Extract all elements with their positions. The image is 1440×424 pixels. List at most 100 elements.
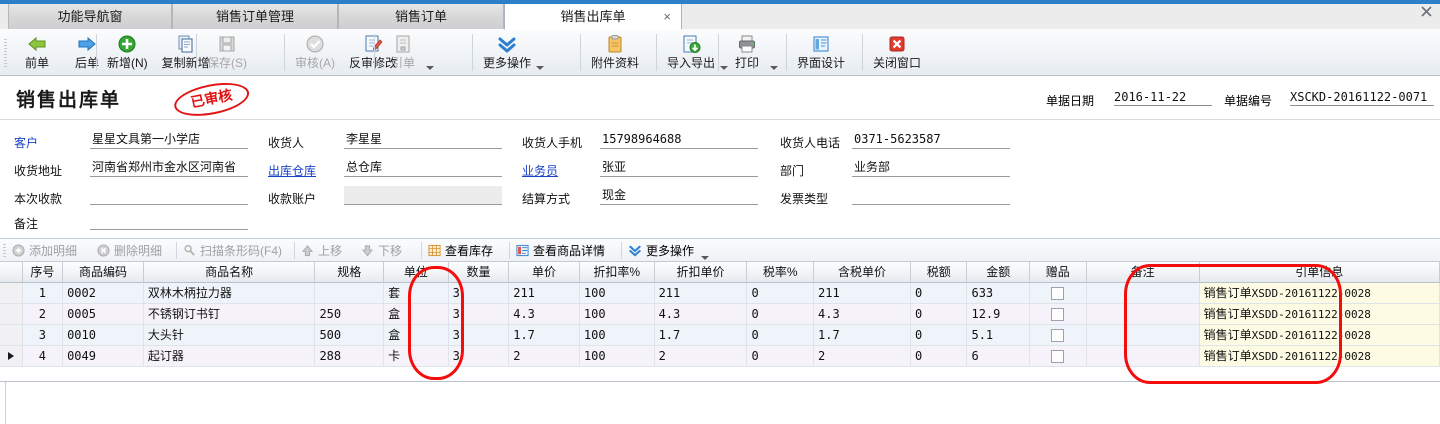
cell-disc[interactable]: 100	[579, 282, 655, 304]
cell-source[interactable]: 销售订单XSDD-20161122-0028	[1199, 303, 1440, 325]
toolbar-grip[interactable]	[4, 39, 7, 67]
column-header-source[interactable]: 引单信息	[1199, 262, 1440, 283]
cell-code[interactable]: 0049	[62, 345, 144, 367]
cell-taxprice[interactable]: 211	[813, 282, 911, 304]
cell-code[interactable]: 0002	[62, 282, 144, 304]
cell-disc[interactable]: 100	[579, 324, 655, 346]
save-button[interactable]: 保存(S)	[200, 31, 254, 74]
new-button[interactable]: 新增(N)	[100, 31, 155, 74]
scan-barcode-button[interactable]: 扫描条形码(F4)	[183, 241, 282, 260]
import-export-dropdown[interactable]	[720, 31, 733, 74]
view-product-detail-button[interactable]: 查看商品详情	[516, 241, 605, 260]
consignee-mobile-input[interactable]	[600, 130, 758, 149]
cell-amount[interactable]: 6	[966, 345, 1031, 367]
more-operations-button[interactable]: 更多操作	[476, 31, 538, 74]
cell-idx[interactable]: 3	[22, 324, 64, 346]
cell-name[interactable]: 双林木柄拉力器	[143, 282, 316, 304]
cell-name[interactable]: 大头针	[143, 324, 316, 346]
row-marker-cell[interactable]	[0, 303, 23, 325]
cell-qty[interactable]: 3	[448, 303, 510, 325]
cell-discprice[interactable]: 2	[654, 345, 748, 367]
cell-gift[interactable]	[1029, 303, 1087, 325]
tab-close-icon[interactable]: ×	[663, 9, 671, 24]
column-header-taxamt[interactable]: 税额	[910, 262, 968, 283]
column-header-amount[interactable]: 金额	[966, 262, 1031, 283]
cell-amount[interactable]: 12.9	[966, 303, 1031, 325]
column-header-price[interactable]: 单价	[508, 262, 580, 283]
salesperson-label[interactable]: 业务员	[522, 164, 559, 178]
cell-name[interactable]: 不锈钢订书钉	[143, 303, 316, 325]
warehouse-label[interactable]: 出库仓库	[268, 164, 317, 178]
copy-new-button[interactable]: 复制新增	[155, 31, 217, 74]
cell-remark[interactable]	[1086, 324, 1200, 346]
gift-checkbox[interactable]	[1051, 286, 1065, 300]
move-down-button[interactable]: 下移	[361, 241, 402, 260]
source-doc-dropdown[interactable]	[426, 31, 439, 74]
cell-remark[interactable]	[1086, 303, 1200, 325]
cell-taxrate[interactable]: 0	[746, 324, 815, 346]
gift-checkbox[interactable]	[1051, 349, 1065, 363]
cell-qty[interactable]: 3	[448, 345, 510, 367]
cell-unit[interactable]: 盒	[383, 324, 449, 346]
ui-design-button[interactable]: 界面设计	[790, 31, 852, 74]
cell-taxamt[interactable]: 0	[910, 324, 968, 346]
window-close-icon[interactable]	[1421, 6, 1432, 17]
cell-price[interactable]: 4.3	[508, 303, 580, 325]
cell-unit[interactable]: 盒	[383, 303, 449, 325]
grid-toolbar-grip[interactable]	[3, 244, 6, 258]
cell-price[interactable]: 1.7	[508, 324, 580, 346]
column-header-remark[interactable]: 备注	[1086, 262, 1200, 283]
cell-remark[interactable]	[1086, 345, 1200, 367]
tab-sales-order[interactable]: 销售订单	[338, 4, 504, 29]
chevron-down-icon[interactable]	[701, 256, 710, 260]
cell-amount[interactable]: 5.1	[966, 324, 1031, 346]
cell-discprice[interactable]: 4.3	[654, 303, 748, 325]
source-doc-button[interactable]: 引单	[378, 31, 428, 74]
cell-discprice[interactable]: 211	[654, 282, 748, 304]
cell-amount[interactable]: 633	[966, 282, 1031, 304]
column-header-code[interactable]: 商品编码	[62, 262, 144, 283]
consignee-phone-input[interactable]	[852, 130, 1010, 149]
cell-spec[interactable]: 250	[314, 303, 385, 325]
column-header-idx[interactable]: 序号	[22, 262, 64, 283]
column-header-taxrate[interactable]: 税率%	[746, 262, 815, 283]
cell-spec[interactable]	[314, 282, 385, 304]
table-row[interactable]: 1 0002 双林木柄拉力器套 3 211 100 211 0 211 0 633 销售订单XSDD-…	[0, 282, 1440, 304]
cell-spec[interactable]: 288	[314, 345, 385, 367]
table-row[interactable]: 2 0005 不锈钢订书钉 250 盒 3 4.3 100 4.3 0 4.3 0 12.9 销售订单XS…	[0, 303, 1440, 325]
import-export-button[interactable]: 导入导出	[660, 31, 722, 74]
attachment-button[interactable]: 附件资料	[584, 31, 646, 74]
receipt-input[interactable]	[90, 186, 248, 205]
cell-qty[interactable]: 3	[448, 282, 510, 304]
cell-code[interactable]: 0005	[62, 303, 144, 325]
cell-name[interactable]: 起订器	[143, 345, 316, 367]
cell-taxprice[interactable]: 1.7	[813, 324, 911, 346]
cell-spec[interactable]: 500	[314, 324, 385, 346]
doc-date-value[interactable]: 2016-11-22	[1114, 90, 1212, 106]
doc-number-value[interactable]: XSCKD-20161122-0071	[1290, 90, 1434, 106]
cell-discprice[interactable]: 1.7	[654, 324, 748, 346]
column-header-qty[interactable]: 数量	[448, 262, 510, 283]
more-operations-dropdown[interactable]	[536, 31, 549, 74]
department-input[interactable]	[852, 158, 1010, 177]
cell-code[interactable]: 0010	[62, 324, 144, 346]
row-marker-cell[interactable]	[0, 345, 23, 367]
table-row[interactable]: 4 0049 起订器 288 卡 3 2 100 2 0 2 0 6 销售订单XSDD-20161122-…	[0, 345, 1440, 367]
add-detail-button[interactable]: 添加明细	[12, 241, 77, 260]
gift-checkbox[interactable]	[1051, 328, 1065, 342]
cell-disc[interactable]: 100	[579, 345, 655, 367]
warehouse-input[interactable]	[344, 158, 502, 177]
prev-doc-button[interactable]: 前单	[12, 31, 62, 74]
cell-taxrate[interactable]: 0	[746, 303, 815, 325]
account-input[interactable]	[344, 186, 502, 205]
salesperson-input[interactable]	[600, 158, 758, 177]
print-dropdown[interactable]	[770, 31, 783, 74]
column-header-unit[interactable]: 单位	[383, 262, 449, 283]
tab-sales-outbound[interactable]: 销售出库单 ×	[504, 4, 682, 30]
grid-more-operations-button[interactable]: 更多操作	[628, 241, 710, 260]
unapprove-edit-button[interactable]: 反审修改	[342, 31, 404, 74]
view-stock-button[interactable]: 查看库存	[428, 241, 493, 260]
table-row[interactable]: 3 0010 大头针 500 盒 3 1.7 100 1.7 0 1.7 0 5.1 销售订单XSDD-2…	[0, 324, 1440, 346]
print-button[interactable]: 打印	[722, 31, 772, 74]
cell-idx[interactable]: 4	[22, 345, 64, 367]
